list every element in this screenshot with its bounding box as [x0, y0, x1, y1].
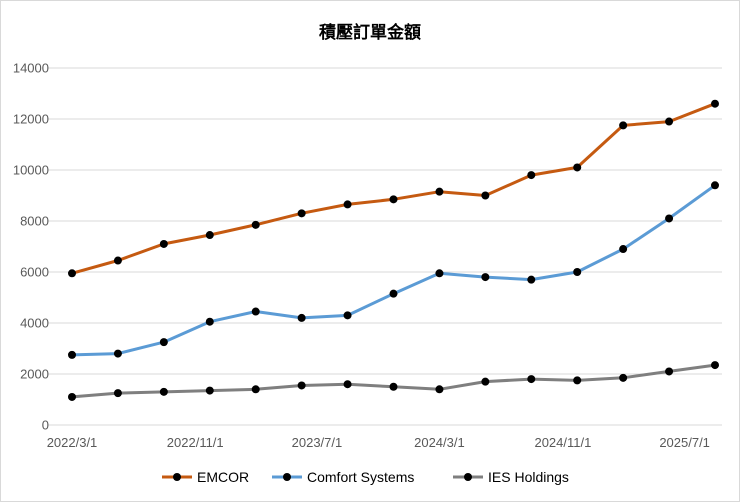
x-tick-label: 2024/11/1: [534, 435, 591, 450]
y-tick-label: 10000: [13, 163, 49, 178]
data-point: [251, 307, 260, 316]
y-tick-label: 4000: [20, 316, 49, 331]
data-point: [665, 214, 674, 223]
data-point: [619, 121, 628, 130]
series-line: [71, 102, 716, 275]
data-point: [665, 117, 674, 126]
data-point: [389, 195, 398, 204]
x-tick-label: 2022/11/1: [167, 435, 224, 450]
legend-item: EMCOR: [162, 469, 249, 485]
y-tick-label: 12000: [13, 112, 49, 127]
series-emcor: [68, 99, 719, 278]
y-tick-label: 0: [42, 418, 49, 433]
legend-item: Comfort Systems: [272, 469, 414, 485]
x-tick-label: 2025/7/1: [659, 435, 710, 450]
data-point: [68, 269, 76, 278]
data-point: [113, 389, 122, 398]
data-point: [297, 209, 306, 218]
x-axis-ticks: 2022/3/1 2022/11/1 2023/7/1 2024/3/1 2024/11…: [47, 435, 710, 450]
y-axis-ticks: 0 2000 4000 6000 8000 10000 12000 14000: [13, 61, 49, 433]
data-point: [435, 385, 444, 394]
data-point: [389, 382, 398, 391]
data-point: [619, 245, 628, 254]
legend-item: IES Holdings: [453, 469, 569, 485]
data-point: [573, 268, 582, 276]
data-point: [481, 377, 490, 386]
legend-swatch-marker: [283, 473, 291, 481]
data-point: [573, 376, 582, 385]
data-point: [159, 338, 168, 347]
data-point: [68, 350, 76, 359]
x-tick-label: 2023/7/1: [292, 435, 343, 450]
data-point: [68, 392, 76, 401]
data-point: [251, 385, 260, 394]
data-point: [343, 200, 352, 209]
legend-swatch-marker: [464, 473, 472, 481]
data-point: [159, 387, 168, 396]
series-line: [71, 363, 716, 399]
data-point: [711, 181, 719, 190]
series-lines: [68, 99, 719, 401]
data-point: [527, 375, 536, 384]
series-ies-holdings: [68, 361, 719, 401]
legend: EMCOR Comfort Systems IES Holdings: [162, 469, 569, 485]
data-point: [481, 191, 490, 200]
legend-label: EMCOR: [197, 469, 249, 485]
data-point: [159, 239, 168, 248]
legend-label: IES Holdings: [488, 469, 569, 485]
data-point: [343, 311, 352, 320]
y-tick-label: 8000: [20, 214, 49, 229]
x-tick-label: 2024/3/1: [414, 435, 465, 450]
data-point: [205, 386, 214, 395]
y-tick-label: 2000: [20, 367, 49, 382]
data-point: [297, 313, 306, 322]
data-point: [573, 163, 582, 172]
data-point: [527, 275, 536, 284]
data-point: [435, 269, 444, 278]
data-point: [665, 367, 674, 376]
data-point: [205, 317, 214, 326]
data-point: [481, 273, 490, 282]
series-line: [71, 184, 716, 357]
legend-label: Comfort Systems: [307, 469, 414, 485]
data-point: [205, 231, 214, 240]
y-tick-label: 14000: [13, 61, 49, 76]
data-point: [435, 187, 444, 196]
data-point: [389, 289, 398, 298]
data-point: [711, 99, 719, 108]
data-point: [251, 220, 260, 229]
chart-title: 積壓訂單金額: [319, 22, 421, 43]
data-point: [113, 256, 122, 265]
data-point: [527, 171, 536, 180]
series-comfort-systems: [68, 181, 719, 359]
data-point: [711, 361, 719, 370]
y-tick-label: 6000: [20, 265, 49, 280]
data-point: [297, 381, 306, 390]
legend-swatch-marker: [173, 473, 181, 481]
gridlines: [48, 67, 722, 426]
data-point: [619, 373, 628, 382]
x-tick-label: 2022/3/1: [47, 435, 98, 450]
data-point: [113, 349, 122, 358]
data-point: [343, 380, 352, 389]
